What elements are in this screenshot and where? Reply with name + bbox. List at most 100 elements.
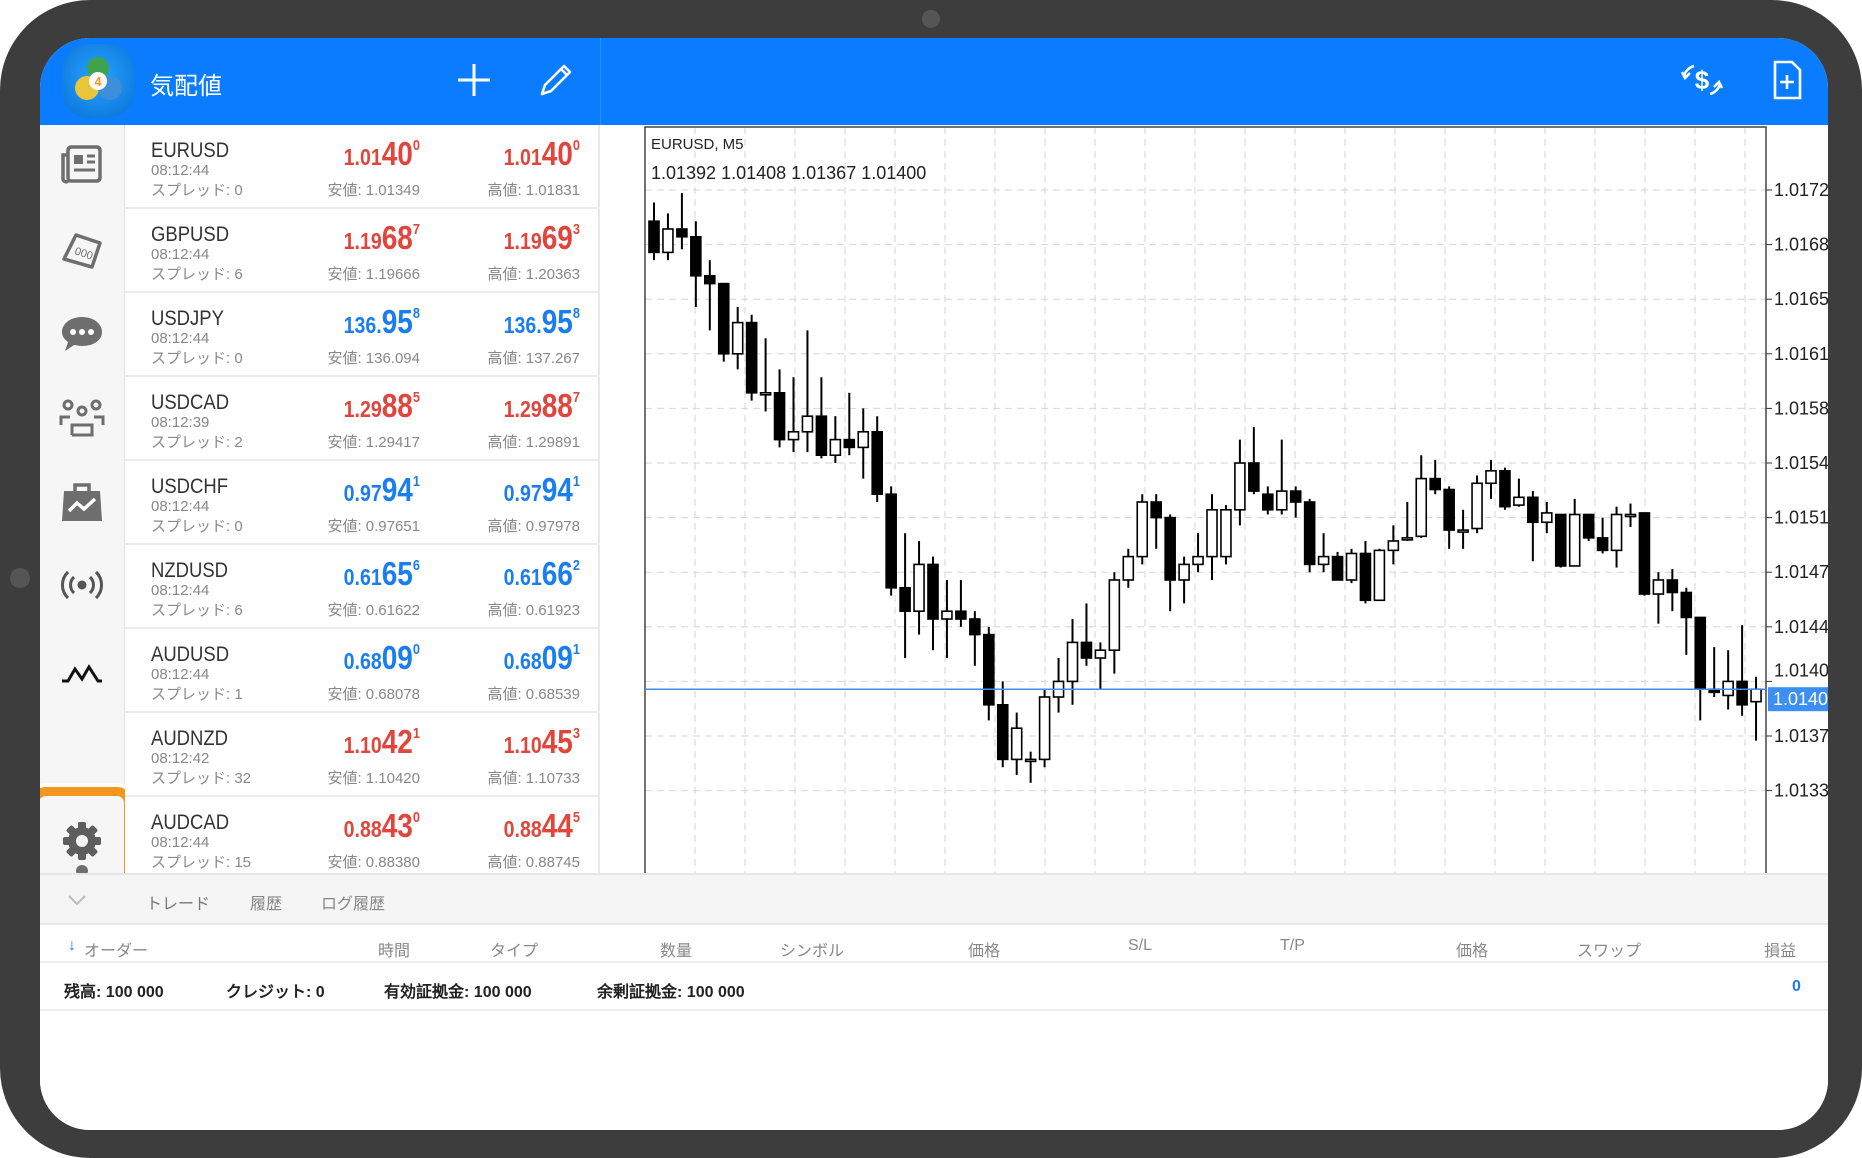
ask-price-fraction: 8 (572, 305, 580, 322)
column-symbol[interactable]: シンボル (780, 943, 845, 960)
chevron-down-icon[interactable] (66, 891, 88, 914)
plus-icon[interactable] (452, 58, 496, 102)
spread: スプレッド: 0 (151, 350, 243, 367)
free-margin-value: 100 000 (686, 984, 745, 1001)
quote-row-audcad[interactable]: AUDCAD 08:12:44 スプレッド: 15 0.88430 0.88445… (125, 797, 600, 881)
column-time[interactable]: 時間 (378, 943, 411, 960)
terminal-panel: トレード 履歴 ログ履歴 ↓ オーダー 時間 タイプ 数量 シンボル 価格 S/… (40, 873, 1828, 1130)
bid-price-pips: 09 (381, 639, 413, 676)
tab-history[interactable]: 履歴 (250, 896, 283, 913)
high-price: 高値: 1.01831 (487, 182, 580, 199)
bid-price-fraction: 6 (412, 557, 420, 574)
ask-price: 0.88445 (444, 807, 580, 845)
candle-bull (1540, 512, 1553, 524)
quote-time: 08:12:44 (151, 666, 210, 683)
bid-price-prefix: 1.10 (343, 732, 382, 758)
y-tick-label: 1.01615 (1774, 344, 1828, 364)
sort-arrow-icon[interactable]: ↓ (68, 937, 76, 954)
candle-bear (1582, 513, 1595, 539)
high-price: 高値: 0.97978 (487, 518, 580, 535)
ask-price-prefix: 0.97 (503, 480, 542, 506)
column-sl[interactable]: S/L (1128, 937, 1153, 954)
indicator-icon[interactable] (58, 645, 106, 693)
candle-bull (1192, 555, 1204, 566)
high-price: 高値: 1.20363 (487, 266, 580, 283)
market-icon[interactable] (58, 477, 106, 525)
spread: スプレッド: 0 (151, 518, 243, 535)
candle-bull (1317, 555, 1330, 566)
credit-label: クレジット: (226, 984, 312, 1001)
quote-row-usdchf[interactable]: USDCHF 08:12:44 スプレッド: 0 0.97941 0.97941 … (125, 461, 600, 545)
high-price: 高値: 1.29891 (487, 434, 580, 451)
bid-price-fraction: 5 (412, 389, 420, 406)
quote-time: 08:12:42 (151, 750, 210, 767)
ask-price-prefix: 0.61 (503, 564, 542, 590)
candle-bull (1220, 508, 1232, 558)
bid-price-fraction: 1 (412, 473, 420, 490)
chat-icon[interactable] (58, 309, 106, 357)
news-icon[interactable] (58, 141, 106, 189)
currency-exchange-icon[interactable]: $ (1680, 58, 1724, 102)
quote-row-nzdusd[interactable]: NZDUSD 08:12:44 スプレッド: 6 0.61656 0.61662 … (125, 545, 600, 629)
candle-bull (1066, 641, 1079, 683)
quote-row-audnzd[interactable]: AUDNZD 08:12:42 スプレッド: 32 1.10421 1.10453… (125, 713, 600, 797)
column-swap[interactable]: スワップ (1577, 943, 1642, 960)
y-tick-label: 1.01580 (1774, 398, 1828, 418)
new-document-icon[interactable] (1765, 58, 1809, 102)
bid-price: 0.61656 (284, 555, 420, 593)
candle-bear (704, 275, 716, 285)
y-tick-label: 1.01440 (1774, 617, 1828, 637)
column-volume[interactable]: 数量 (660, 943, 693, 960)
ask-price: 1.29887 (444, 387, 580, 425)
column-type[interactable]: タイプ (490, 943, 539, 960)
quote-row-gbpusd[interactable]: GBPUSD 08:12:44 スプレッド: 6 1.19687 1.19693 … (125, 209, 600, 293)
bid-price-prefix: 0.68 (343, 648, 382, 674)
symbol-name: AUDCAD (151, 811, 230, 834)
candle-bear (717, 282, 730, 355)
candle-bull (1457, 529, 1469, 533)
tab-journal[interactable]: ログ履歴 (321, 896, 386, 913)
tab-trade[interactable]: トレード (146, 896, 211, 913)
device-sensor (10, 568, 30, 588)
candle-bear (1359, 552, 1372, 602)
column-price[interactable]: 価格 (968, 943, 1001, 960)
quote-row-audusd[interactable]: AUDUSD 08:12:44 スプレッド: 1 0.68090 0.68091 … (125, 629, 600, 713)
price-chart[interactable]: 1.01720 1.01685 1.01650 1.01615 1.01580 1.015… (605, 125, 1828, 911)
signals-icon[interactable] (58, 561, 106, 609)
quote-row-usdcad[interactable]: USDCAD 08:12:39 スプレッド: 2 1.29885 1.29887 … (125, 377, 600, 461)
bid-price-pips: 40 (381, 135, 413, 172)
divider (600, 38, 601, 125)
ask-price-fraction: 3 (572, 725, 580, 742)
column-tp[interactable]: T/P (1280, 937, 1305, 954)
quote-row-usdjpy[interactable]: USDJPY 08:12:44 スプレッド: 0 136.958 136.958 … (125, 293, 600, 377)
calendar-icon[interactable]: 000 (58, 225, 106, 273)
candle-bear (843, 438, 856, 449)
free-margin-label: 余剰証拠金: (597, 984, 683, 1001)
bid-price: 1.01400 (284, 135, 420, 173)
column-current-price[interactable]: 価格 (1456, 943, 1489, 960)
candle-bull (1010, 727, 1023, 761)
settings-icon[interactable] (58, 817, 106, 865)
bid-price-pips: 43 (381, 807, 413, 844)
bid-price-fraction: 1 (412, 725, 420, 742)
quote-time: 08:12:44 (151, 834, 210, 851)
mt4-logo[interactable]: 4 (62, 44, 134, 118)
balance: 残高: 100 000 (64, 978, 164, 1002)
community-icon[interactable] (58, 393, 106, 441)
column-profit[interactable]: 損益 (1764, 943, 1797, 960)
quote-row-eurusd[interactable]: EURUSD 08:12:44 スプレッド: 0 1.01400 1.01400 … (125, 125, 600, 209)
chart-canvas[interactable]: 1.01720 1.01685 1.01650 1.01615 1.01580 1.015… (605, 125, 1828, 911)
bid-price-prefix: 0.88 (343, 816, 382, 842)
ask-price-fraction: 0 (572, 137, 580, 154)
y-tick-label: 1.01335 (1774, 781, 1828, 801)
high-price: 高値: 0.68539 (487, 686, 580, 703)
low-price: 安値: 1.10420 (327, 770, 420, 787)
candle-bear (969, 618, 981, 636)
candle-bull (1513, 496, 1525, 506)
candle-bull (857, 430, 870, 449)
pencil-icon[interactable] (534, 58, 578, 102)
bid-price-pips: 95 (381, 303, 413, 340)
column-order[interactable]: オーダー (84, 943, 149, 960)
top-bar: 4 気配値 $ (40, 38, 1828, 125)
candle-bear (885, 493, 897, 589)
